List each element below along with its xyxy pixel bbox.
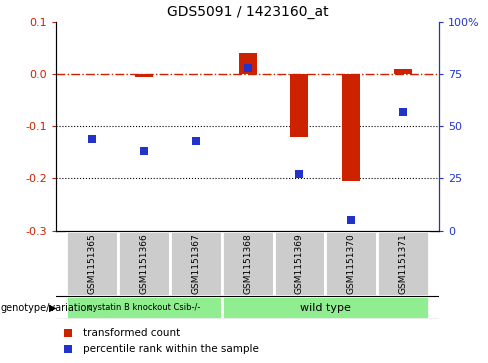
Bar [290,74,308,136]
Bar [342,74,360,181]
Text: GSM1151365: GSM1151365 [88,233,97,294]
FancyBboxPatch shape [170,231,222,296]
Text: GSM1151371: GSM1151371 [399,233,407,294]
FancyBboxPatch shape [274,231,325,296]
Point [64,330,72,336]
FancyBboxPatch shape [222,231,274,296]
FancyBboxPatch shape [118,231,170,296]
FancyBboxPatch shape [325,231,377,296]
FancyBboxPatch shape [66,231,118,296]
Text: cystatin B knockout Csib-/-: cystatin B knockout Csib-/- [88,303,200,312]
Bar [394,69,412,74]
FancyBboxPatch shape [222,296,429,319]
Point [192,138,200,144]
Text: genotype/variation: genotype/variation [1,303,94,313]
Bar [135,74,153,77]
Point [399,109,407,114]
Text: transformed count: transformed count [83,328,180,338]
Text: GSM1151369: GSM1151369 [295,233,304,294]
Text: GSM1151370: GSM1151370 [346,233,356,294]
Title: GDS5091 / 1423160_at: GDS5091 / 1423160_at [167,5,328,19]
Text: GSM1151367: GSM1151367 [191,233,201,294]
Point [64,346,72,352]
Text: percentile rank within the sample: percentile rank within the sample [83,344,259,354]
Point [347,217,355,223]
Point [296,171,304,177]
Point [244,65,252,71]
Text: ▶: ▶ [49,303,56,313]
FancyBboxPatch shape [66,296,222,319]
Text: GSM1151366: GSM1151366 [140,233,149,294]
Point [88,136,96,142]
Bar [239,53,257,74]
Text: GSM1151368: GSM1151368 [243,233,252,294]
FancyBboxPatch shape [377,231,429,296]
Text: wild type: wild type [300,303,351,313]
Point [140,148,148,154]
